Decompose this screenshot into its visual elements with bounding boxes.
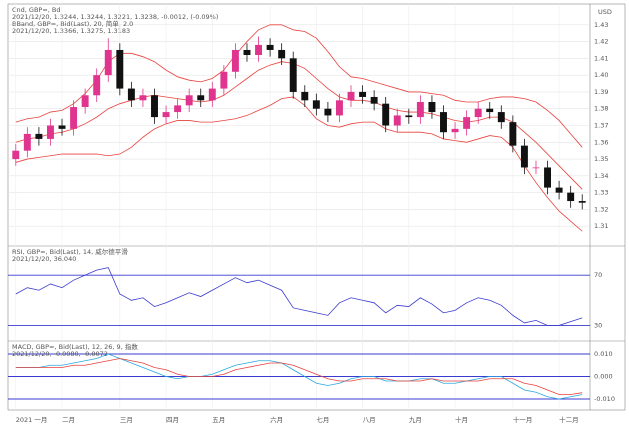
candle-body <box>440 112 447 133</box>
candle-body <box>127 88 135 101</box>
candle-body <box>197 95 205 101</box>
candle-body <box>104 49 112 76</box>
y-tick-label: -0.010 <box>594 395 615 403</box>
candle-body <box>497 112 505 123</box>
x-tick-label: 十一月 <box>513 415 533 424</box>
x-tick-label: 十二月 <box>559 415 579 424</box>
candle-body <box>532 167 540 169</box>
x-tick-label: 七月 <box>316 415 329 424</box>
candle-body <box>393 115 401 126</box>
candle-body <box>81 95 89 108</box>
candle-body <box>255 44 263 55</box>
candle-body <box>544 167 552 188</box>
candle-body <box>578 201 586 203</box>
candle-body <box>139 95 147 101</box>
x-tick-label: 2021 一月 <box>16 416 48 424</box>
y-tick-label: 1.35 <box>594 155 608 163</box>
bollinger-middle <box>15 61 583 190</box>
candle-body <box>301 91 309 101</box>
indicator-line <box>15 267 583 326</box>
candle-body <box>266 44 274 50</box>
x-tick-label: 八月 <box>363 416 376 424</box>
legend-text: BBand, GBP=, Bid(Last), 20, 简单, 2.0 <box>12 19 133 28</box>
y-tick-label: 1.37 <box>594 122 608 130</box>
candle-body <box>12 150 20 160</box>
candle-body <box>347 91 355 101</box>
candle-body <box>278 49 286 59</box>
candle-body <box>509 122 517 146</box>
x-tick-label: 六月 <box>270 415 283 424</box>
candle-body <box>116 49 124 89</box>
candle-body <box>335 100 343 116</box>
legend-text: Cnd, GBP=, Bd <box>12 6 61 14</box>
candle-body <box>312 100 320 109</box>
candle-body <box>208 88 216 101</box>
y-tick-label: 1.41 <box>594 54 608 62</box>
candle-body <box>23 133 31 151</box>
candle-body <box>58 125 66 129</box>
y-tick-label: 1.42 <box>594 38 608 46</box>
candle-body <box>93 75 101 96</box>
x-tick-label: 十月 <box>455 415 468 424</box>
y-tick-label: 1.32 <box>594 205 608 213</box>
legend-text: MACD, GBP=, Bid(Last), 12, 26, 9, 指数 <box>12 342 138 351</box>
y-tick-label: 0.000 <box>594 373 613 381</box>
candle-body <box>405 115 413 118</box>
bollinger-lower <box>15 96 583 232</box>
y-tick-label: 1.31 <box>594 222 608 230</box>
candle-body <box>520 145 528 168</box>
x-tick-label: 五月 <box>212 416 225 424</box>
legend-text: 2021/12/20, -0.0080, -0.0072 <box>12 350 108 358</box>
candle-body <box>46 125 54 139</box>
y-tick-label: 1.33 <box>594 189 608 197</box>
candle-body <box>324 108 332 116</box>
candle-body <box>151 95 158 118</box>
candle-body <box>359 91 367 97</box>
candle-body <box>451 128 459 133</box>
candle-body <box>370 96 378 104</box>
y-tick-label: 1.36 <box>594 138 608 146</box>
y-unit: USD <box>598 8 612 16</box>
candle-body <box>463 117 471 129</box>
y-tick-label: 30 <box>594 321 602 329</box>
candle-body <box>382 103 390 126</box>
candle-body <box>289 58 297 92</box>
candle-body <box>162 112 170 118</box>
candle-body <box>416 102 424 118</box>
candle-body <box>35 133 43 139</box>
legend-text: RSI, GBP=, Bid(Last), 14, 威尔德平滑 <box>12 247 128 256</box>
candle-body <box>174 105 182 113</box>
indicator-line <box>15 358 583 395</box>
indicator-line <box>15 353 583 400</box>
candle-body <box>185 95 193 106</box>
y-tick-label: 1.43 <box>594 21 608 29</box>
legend-text: 2021/12/20, 1.3244, 1.3244, 1.3221, 1.32… <box>12 13 218 21</box>
candle-body <box>70 107 78 129</box>
legend-text: 2021/12/20, 36.040 <box>12 255 76 263</box>
candle-body <box>486 108 494 113</box>
candle-body <box>474 108 482 118</box>
y-tick-label: 70 <box>594 271 602 279</box>
x-tick-label: 三月 <box>120 416 133 424</box>
x-tick-label: 四月 <box>166 416 179 424</box>
candle-body <box>428 102 436 113</box>
candle-body <box>220 71 228 89</box>
y-tick-label: 1.38 <box>594 105 608 113</box>
x-tick-label: 二月 <box>62 416 75 424</box>
candle-body <box>231 49 239 72</box>
y-tick-label: 0.010 <box>594 350 613 358</box>
x-tick-label: 九月 <box>409 415 422 424</box>
y-tick-label: 1.34 <box>594 172 608 180</box>
candle-body <box>555 187 563 193</box>
candle-body <box>567 192 575 202</box>
y-tick-label: 1.39 <box>594 88 608 96</box>
legend-text: 2021/12/20, 1.3366, 1.3275, 1.3183 <box>12 27 130 35</box>
y-tick-label: 1.40 <box>594 71 608 79</box>
candle-body <box>243 49 251 55</box>
